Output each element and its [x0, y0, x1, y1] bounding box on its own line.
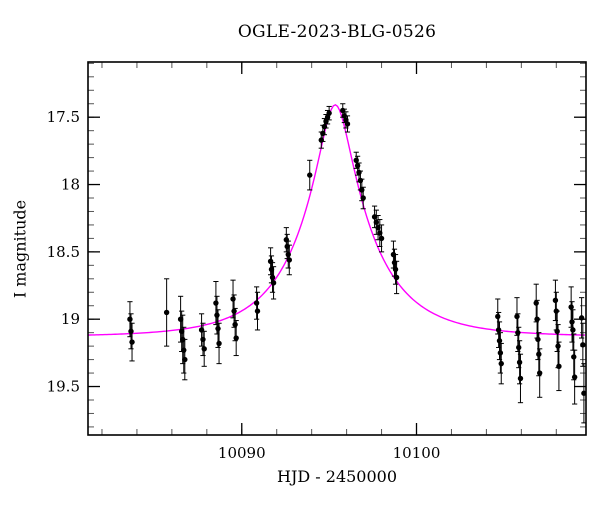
data-point — [307, 159, 313, 191]
data-points — [127, 103, 586, 424]
data-point — [578, 297, 585, 339]
data-point — [286, 244, 292, 276]
data-point — [182, 338, 188, 381]
data-point — [570, 309, 576, 351]
data-point — [393, 260, 400, 295]
x-tick-label: 10100 — [393, 444, 441, 462]
y-tick-label: 18.5 — [47, 243, 80, 261]
data-point — [216, 322, 222, 365]
data-point — [581, 363, 586, 424]
data-point — [163, 278, 170, 347]
data-point — [233, 320, 239, 357]
data-point — [498, 342, 504, 385]
data-point — [580, 322, 586, 367]
data-point — [378, 224, 385, 253]
y-tick-label: 19 — [61, 310, 80, 328]
data-point — [344, 115, 351, 133]
y-tick-label: 19.5 — [47, 378, 80, 396]
data-point — [129, 322, 135, 362]
plot-frame — [87, 61, 587, 436]
data-point — [326, 105, 332, 121]
data-point — [254, 291, 261, 331]
data-point — [571, 349, 578, 405]
data-point — [360, 186, 366, 210]
y-tick-label: 17.5 — [47, 108, 80, 126]
data-point — [270, 266, 277, 300]
data-point — [517, 353, 524, 404]
data-point — [253, 286, 260, 320]
data-point — [536, 348, 543, 398]
y-tick-label: 18 — [61, 176, 80, 194]
data-point — [533, 283, 539, 323]
model-curve — [88, 103, 585, 336]
data-point — [556, 341, 562, 392]
minor-ticks — [88, 62, 586, 435]
x-tick-label: 10090 — [218, 444, 266, 462]
major-ticks — [88, 62, 586, 435]
chart-title: OGLE-2023-BLG-0526 — [237, 22, 437, 42]
data-point — [201, 330, 207, 367]
x-axis-label: HJD - 2450000 — [276, 467, 398, 486]
